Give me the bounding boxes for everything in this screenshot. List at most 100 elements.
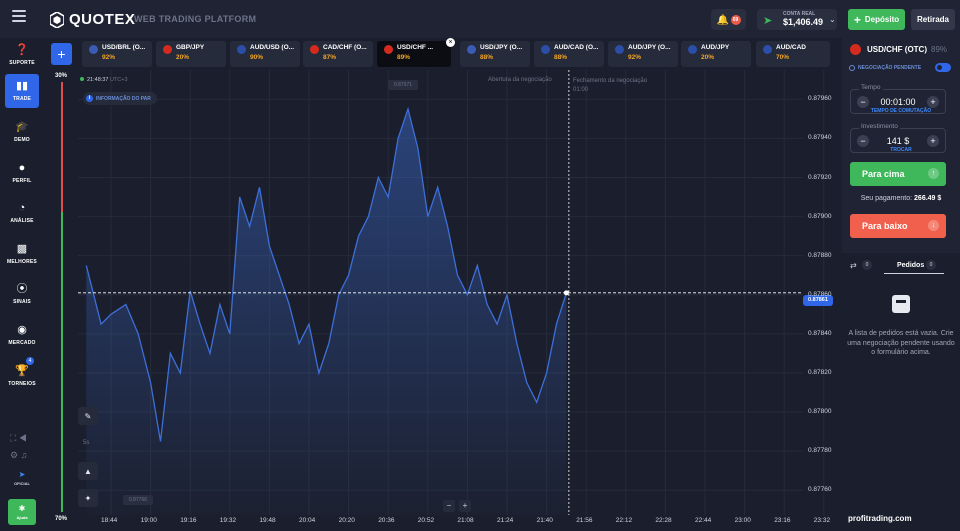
orders-tab[interactable]: Pedidos [897, 261, 925, 269]
help-label: Ajuda [16, 515, 28, 520]
asset-tab[interactable]: AUD/JPY (O... 92% [608, 41, 678, 67]
sidebar-item-suporte[interactable]: ❓ SUPORTE [5, 38, 39, 72]
time-mode-link[interactable]: TEMPO DE COMUTAÇÃO [870, 108, 932, 114]
account-selector[interactable]: ➤ CONTA REAL $1,406.49 ⌄ [757, 9, 837, 30]
notifications-badge: 69 [730, 14, 741, 25]
trade-close-text: Fechamento da negociação [573, 78, 648, 84]
graduation-cap-icon: 🎓 [15, 121, 29, 133]
y-tick-label: 0.87840 [808, 329, 832, 337]
settings-sound-icons[interactable]: ⚙ ♫ [10, 450, 28, 460]
x-tick-label: 23:00 [734, 517, 751, 524]
time-value[interactable]: 00:01:00 [880, 97, 916, 107]
draw-tool-button[interactable]: ✎ [78, 407, 98, 425]
orders-count: 0 [926, 260, 936, 270]
oficial-channel[interactable]: ➤ OFICIAL [8, 470, 36, 492]
time-increase-button[interactable]: + [927, 96, 939, 108]
trade-open-label: Abertura da negociação [488, 77, 552, 83]
withdraw-button[interactable]: Retirada [911, 9, 955, 30]
platform-tagline: WEB TRADING PLATFORM [134, 14, 257, 24]
help-button[interactable]: ✱ Ajuda [8, 499, 36, 525]
asset-tab-payout: 20% [701, 54, 715, 61]
buy-up-button[interactable]: Para cima ↑ [850, 162, 946, 186]
notifications-button[interactable]: 🔔 69 [711, 9, 746, 30]
selected-asset[interactable]: USD/CHF (OTC) 89% [850, 44, 947, 55]
fullscreen-icon[interactable]: ⛶ ◀ [10, 433, 27, 443]
y-tick-label: 0.87860 [808, 290, 832, 298]
x-tick-label: 21:56 [576, 517, 593, 524]
sentiment-sell-pct: 30% [55, 73, 68, 79]
sidebar-item-perfil[interactable]: ● PERFIL [5, 156, 39, 190]
torneios-badge: 4 [26, 357, 34, 365]
pending-trade-toggle[interactable]: NEGOCIAÇÃO PENDENTE [849, 62, 953, 73]
zoom-in-button[interactable]: + [459, 500, 471, 512]
sidebar-label: MELHORES [7, 259, 37, 265]
add-asset-button[interactable]: + [51, 43, 72, 65]
zoom-out-button[interactable]: − [443, 500, 455, 512]
sidebar-item-demo[interactable]: 🎓 DEMO [5, 115, 39, 149]
sentiment-buy-bar [61, 212, 63, 512]
sidebar-item-mercado[interactable]: ◉ MERCADO [5, 318, 39, 352]
sidebar-item-analise[interactable]: ◔ ANÁLISE [5, 196, 39, 230]
asset-tab-payout: 87% [323, 54, 337, 61]
asset-tab-payout: 92% [628, 54, 642, 61]
current-price-tag: 0.87861 [803, 295, 833, 306]
left-sidebar: ❓ SUPORTE ▮▮ TRADE 🎓 DEMO ● PERFIL ◔ ANÁ… [0, 38, 44, 531]
asset-tab[interactable]: AUD/JPY 20% [681, 41, 751, 67]
investment-field[interactable]: Investimento − 141 $ + [850, 123, 946, 153]
swap-icon[interactable]: ⇄ [850, 260, 857, 270]
sidebar-item-melhores[interactable]: ▩ MELHORES [5, 237, 39, 271]
sidebar-item-trade[interactable]: ▮▮ TRADE [5, 74, 39, 108]
investment-switch-link[interactable]: TROCAR [890, 147, 912, 153]
selected-asset-pct: 89% [931, 45, 948, 54]
down-label: Para baixo [862, 221, 908, 231]
asset-tab[interactable]: GBP/JPY 20% [156, 41, 226, 67]
arrow-down-icon: ↓ [928, 220, 939, 231]
asset-tab-name: CAD/CHF (O... [323, 44, 367, 51]
asset-tab-name: AUD/USD (O... [250, 44, 295, 51]
menu-icon[interactable] [12, 10, 26, 22]
timeframe-label[interactable]: 5s [83, 440, 90, 446]
x-tick-label: 22:44 [695, 517, 712, 524]
currency-flag-icon [467, 45, 476, 54]
asset-tab[interactable]: USD/JPY (O... 88% [460, 41, 530, 67]
pending-switch[interactable] [935, 63, 951, 72]
asset-tab[interactable]: CAD/CHF (O... 87% [303, 41, 373, 67]
x-tick-label: 22:28 [655, 517, 672, 524]
brand-name: QUOTEX [69, 11, 136, 28]
deposit-button[interactable]: + Depósito [848, 9, 905, 30]
server-clock: 21:48:37 UTC+3 [80, 77, 128, 83]
pie-chart-icon: ◔ [18, 202, 26, 214]
asset-tab[interactable]: USD/CHF ... 89% × [377, 38, 455, 67]
indicators-button[interactable]: ✦ [78, 489, 98, 507]
pair-info-button[interactable]: i INFORMAÇÃO DO PAR [83, 92, 157, 105]
time-field[interactable]: Tempo − 00:01:00 + [850, 84, 946, 114]
clock-timezone: UTC+3 [109, 77, 128, 83]
logo[interactable]: QUOTEX [50, 11, 135, 28]
sidebar-item-sinais[interactable]: ⦿ SINAIS [5, 277, 39, 311]
currency-flag-icon [384, 45, 393, 54]
asset-tab[interactable]: USD/BRL (O... 92% [82, 41, 152, 67]
x-tick-label: 19:00 [140, 517, 157, 524]
time-decrease-button[interactable]: − [857, 96, 869, 108]
close-tab-icon[interactable]: × [446, 38, 455, 47]
x-tick-label: 23:32 [813, 517, 831, 524]
sell-down-button[interactable]: Para baixo ↓ [850, 214, 946, 238]
swiss-flag-icon [850, 44, 861, 55]
bell-icon: 🔔 [716, 14, 729, 26]
currency-flag-icon [163, 45, 172, 54]
asset-tab[interactable]: AUD/CAD (O... 88% [534, 41, 604, 67]
asset-tab[interactable]: AUD/CAD 70% [756, 41, 830, 67]
investment-value[interactable]: 141 $ [886, 136, 910, 146]
trade-close-time: 01:00 [573, 87, 589, 93]
investment-decrease-button[interactable]: − [857, 135, 869, 147]
asset-tab[interactable]: AUD/USD (O... 90% [230, 41, 300, 67]
sidebar-item-torneios[interactable]: 🏆 TORNEIOS [5, 359, 39, 393]
chart-type-button[interactable]: ▲ [78, 462, 98, 480]
y-tick-label: 0.87820 [808, 368, 832, 376]
investment-increase-button[interactable]: + [927, 135, 939, 147]
price-chart[interactable] [78, 70, 840, 531]
asset-tab-name: USD/JPY (O... [480, 44, 523, 51]
pending-label: NEGOCIAÇÃO PENDENTE [858, 64, 922, 71]
currency-flag-icon [310, 45, 319, 54]
market-icon: ◉ [17, 324, 27, 336]
